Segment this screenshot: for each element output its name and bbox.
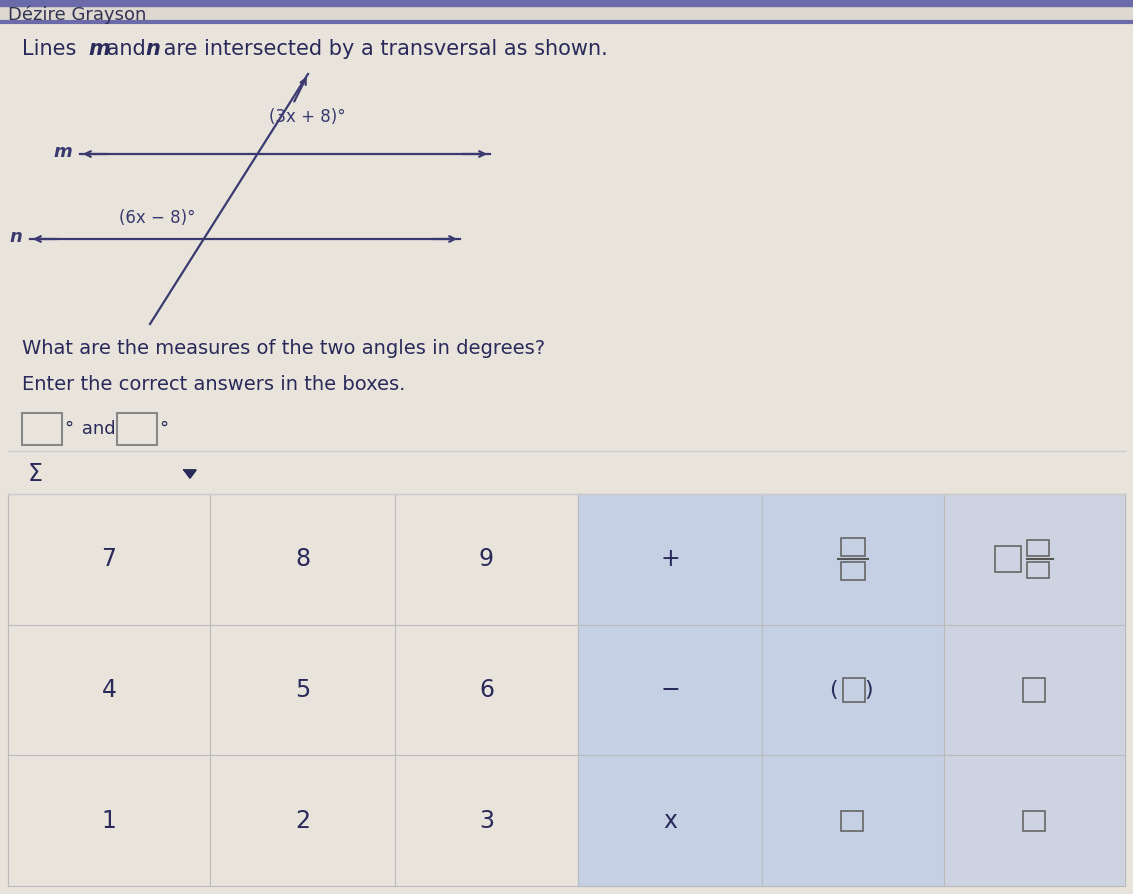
Bar (1026, 562, 1048, 578)
Text: 7: 7 (102, 547, 117, 571)
Bar (944, 494, 1125, 886)
Bar (1026, 540, 1048, 556)
Text: n: n (9, 228, 22, 246)
Text: ): ) (864, 680, 874, 700)
Polygon shape (184, 470, 196, 478)
Text: What are the measures of the two angles in degrees?: What are the measures of the two angles … (22, 340, 545, 358)
Text: 6: 6 (479, 678, 494, 702)
Text: −: − (661, 678, 680, 702)
Text: Dézire Grayson: Dézire Grayson (8, 6, 146, 24)
Bar (841, 538, 864, 556)
Text: and: and (100, 39, 152, 59)
Bar (995, 546, 1021, 572)
Text: 9: 9 (479, 547, 494, 571)
Bar (841, 562, 864, 580)
Text: 3: 3 (479, 809, 494, 832)
Bar (22, 413, 62, 445)
Text: m: m (53, 143, 73, 161)
Bar (1022, 811, 1045, 831)
Bar (841, 811, 863, 831)
Text: and: and (76, 420, 116, 438)
Text: Enter the correct answers in the boxes.: Enter the correct answers in the boxes. (22, 375, 406, 393)
Text: are intersected by a transversal as shown.: are intersected by a transversal as show… (157, 39, 607, 59)
Bar (843, 678, 864, 702)
Text: +: + (661, 547, 680, 571)
Text: 4: 4 (102, 678, 117, 702)
Text: 2: 2 (295, 809, 310, 832)
Text: Lines: Lines (22, 39, 83, 59)
Text: (3x + 8)°: (3x + 8)° (270, 108, 346, 126)
Text: x: x (663, 809, 678, 832)
Bar (117, 413, 157, 445)
Text: (: ( (828, 680, 837, 700)
Text: °: ° (63, 420, 74, 438)
Bar (1022, 678, 1045, 702)
Text: Σ: Σ (28, 462, 43, 486)
Text: 1: 1 (102, 809, 117, 832)
Text: n: n (145, 39, 160, 59)
Bar (0, 0, 1133, 6)
Bar (578, 494, 944, 886)
Text: °: ° (159, 420, 168, 438)
Text: (6x − 8)°: (6x − 8)° (119, 209, 195, 227)
Text: 8: 8 (295, 547, 310, 571)
Text: m: m (88, 39, 110, 59)
Text: 5: 5 (295, 678, 310, 702)
